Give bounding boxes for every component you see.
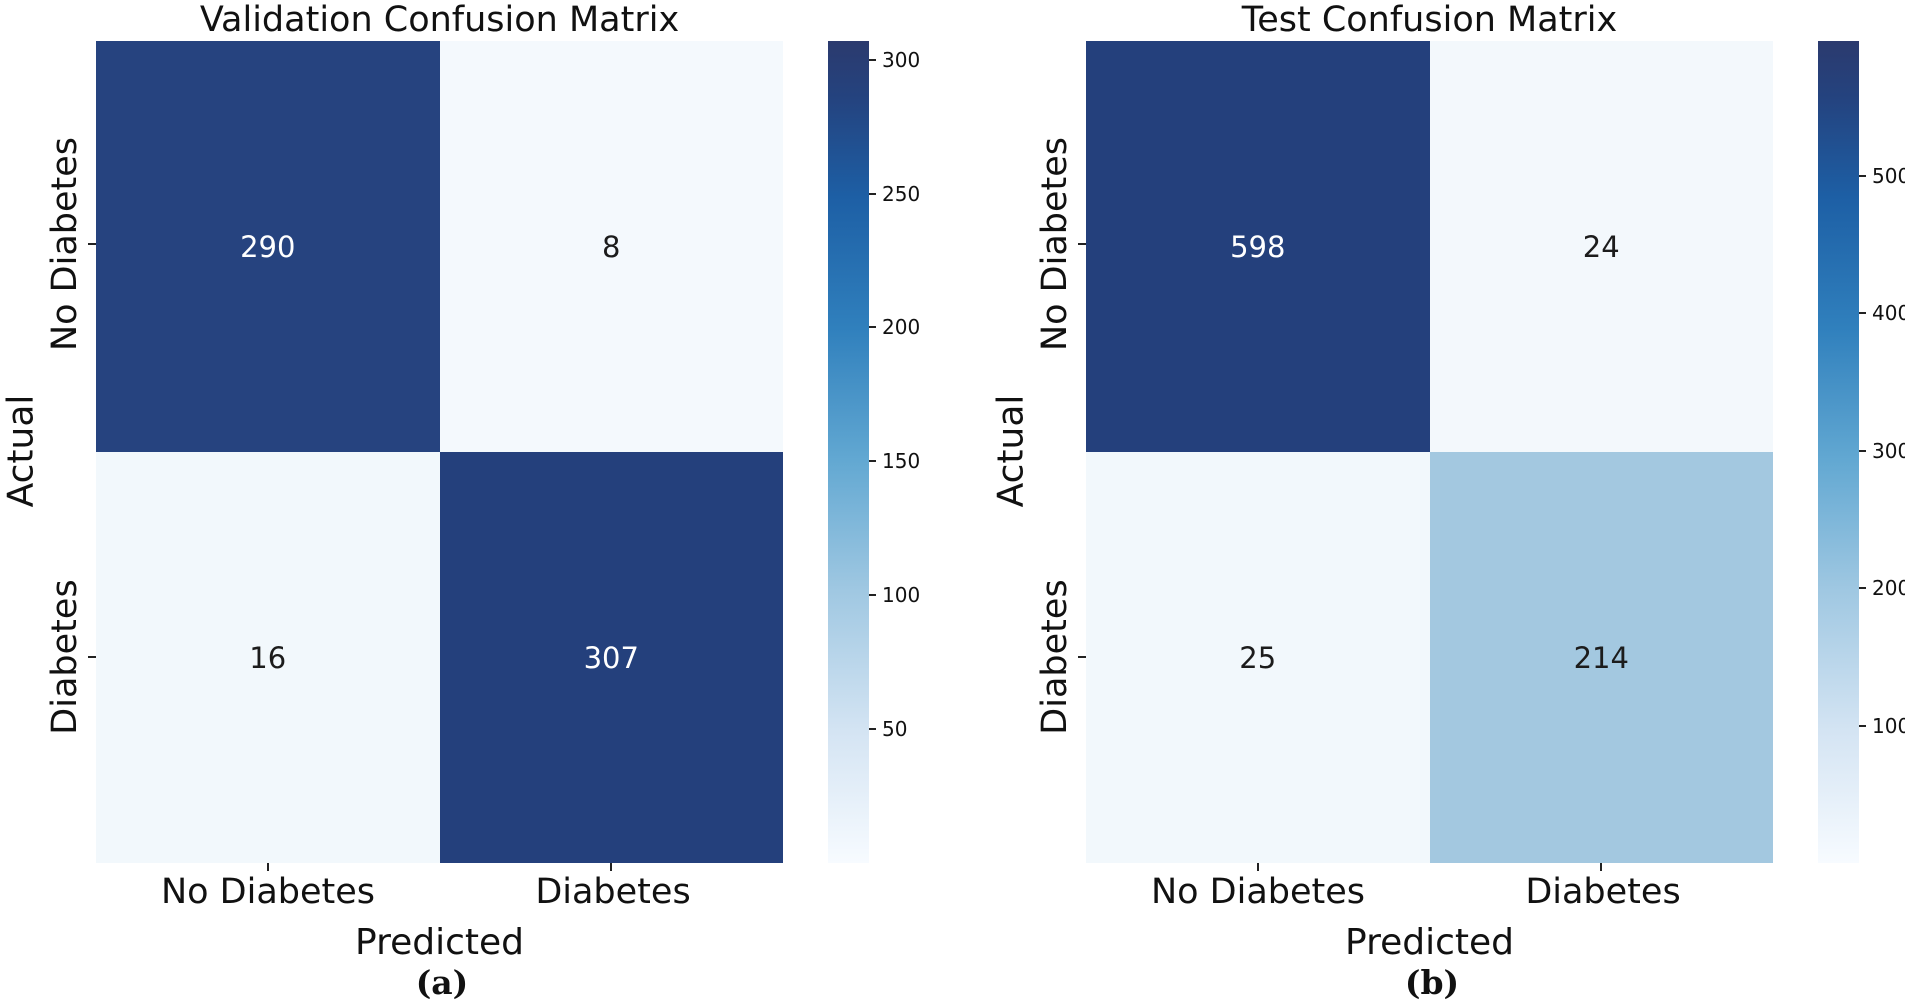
colorbar-tick-mark xyxy=(869,59,876,61)
heatmap-cell-b-tn: 598 xyxy=(1086,41,1430,452)
x-tick-mark xyxy=(1600,863,1602,871)
plot-a-xtick-no-diabetes: No Diabetes xyxy=(160,872,376,912)
plot-b-cbar-label-200: 200 xyxy=(1872,576,1905,600)
plot-b-ytick-no-diabetes: No Diabetes xyxy=(1035,136,1075,352)
plot-b-cbar-label-100: 100 xyxy=(1872,714,1905,738)
heatmap-cell-a-fn: 16 xyxy=(96,452,440,863)
colorbar-tick-mark xyxy=(869,460,876,462)
heatmap-cell-a-tn: 290 xyxy=(96,41,440,452)
plot-b-title: Test Confusion Matrix xyxy=(1241,0,1618,40)
colorbar-tick-mark xyxy=(1859,175,1866,177)
heatmap-cell-b-tp: 214 xyxy=(1429,452,1773,863)
plot-b-heatmap: 598 24 25 214 xyxy=(1086,41,1773,863)
y-tick-mark xyxy=(1078,656,1086,658)
plot-a-cbar-label-100: 100 xyxy=(882,583,921,607)
plot-b-xtick-no-diabetes: No Diabetes xyxy=(1150,872,1366,912)
y-tick-mark xyxy=(1078,243,1086,245)
plot-a-ytick-diabetes: Diabetes xyxy=(45,579,85,735)
plot-a-cbar-label-150: 150 xyxy=(882,449,921,473)
colorbar-tick-mark xyxy=(869,193,876,195)
colorbar-tick-mark xyxy=(869,728,876,730)
plot-a-ylabel: Actual xyxy=(0,394,42,508)
plot-b-cbar-label-500: 500 xyxy=(1872,164,1905,188)
heatmap-cell-b-fn: 25 xyxy=(1086,452,1430,863)
colorbar-tick-mark xyxy=(1859,312,1866,314)
x-tick-mark xyxy=(1257,863,1259,871)
heatmap-cell-a-fp: 8 xyxy=(439,41,783,452)
colorbar-tick-mark xyxy=(1859,725,1866,727)
plot-a-cbar-label-250: 250 xyxy=(882,182,921,206)
x-tick-mark xyxy=(610,863,612,871)
plot-b-ytick-diabetes: Diabetes xyxy=(1035,579,1075,735)
plot-a-xlabel: Predicted xyxy=(355,922,524,963)
y-tick-mark xyxy=(88,243,96,245)
plot-b-colorbar xyxy=(1818,41,1859,863)
plot-a-caption: (a) xyxy=(415,963,469,1002)
heatmap-cell-b-fp: 24 xyxy=(1429,41,1773,452)
plot-a-cbar-label-300: 300 xyxy=(882,48,921,72)
y-tick-mark xyxy=(88,656,96,658)
plot-b-xtick-diabetes: Diabetes xyxy=(1525,872,1681,912)
colorbar-tick-mark xyxy=(869,594,876,596)
plot-b-cbar-label-400: 400 xyxy=(1872,301,1905,325)
plot-a-cbar-label-200: 200 xyxy=(882,315,921,339)
plot-b-ylabel: Actual xyxy=(990,394,1032,508)
plot-a-colorbar xyxy=(828,41,869,863)
plot-a-ytick-no-diabetes: No Diabetes xyxy=(45,136,85,352)
colorbar-tick-mark xyxy=(1859,587,1866,589)
plot-b-xlabel: Predicted xyxy=(1345,922,1514,963)
plot-b-cbar-label-300: 300 xyxy=(1872,439,1905,463)
plot-a-heatmap: 290 8 16 307 xyxy=(96,41,783,863)
plot-a-xtick-diabetes: Diabetes xyxy=(535,872,691,912)
plot-a-title: Validation Confusion Matrix xyxy=(199,0,680,40)
x-tick-mark xyxy=(267,863,269,871)
heatmap-cell-a-tp: 307 xyxy=(439,452,783,863)
colorbar-tick-mark xyxy=(1859,450,1866,452)
plot-b-caption: (b) xyxy=(1404,963,1460,1002)
plot-a-cbar-label-50: 50 xyxy=(882,717,908,741)
colorbar-tick-mark xyxy=(869,326,876,328)
